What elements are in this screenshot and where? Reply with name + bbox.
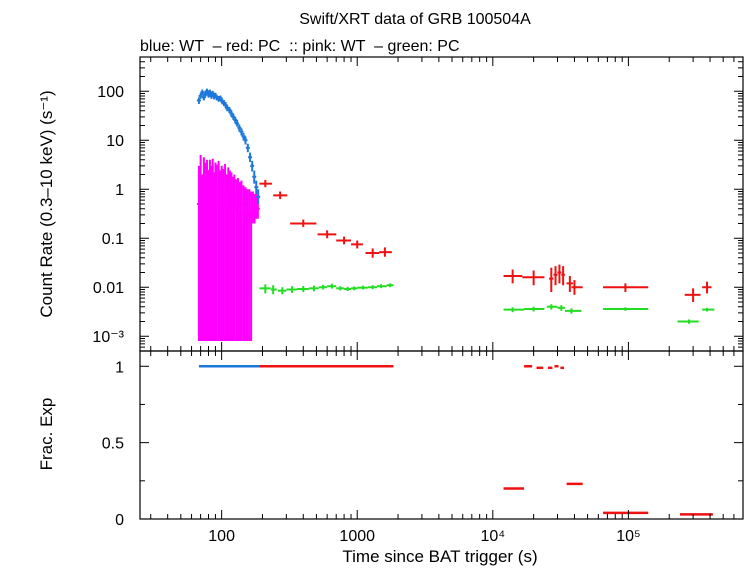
y-tick-label: 0.01: [93, 280, 124, 297]
bottom-panel-data: [198, 365, 713, 516]
top-panel: 100 10 1 0.1 0.01 10⁻³ Count Rate (0.3–10 keV…: [37, 56, 744, 352]
y-tick-label: 10: [106, 133, 124, 150]
bottom-panel-ylabel: Frac. Exp: [37, 398, 56, 471]
y-tick-label: 10⁻³: [92, 329, 124, 346]
top-panel-ticks: 100 10 1 0.1 0.01 10⁻³: [92, 56, 743, 352]
bottom-panel-ticks: 10.50: [102, 359, 743, 529]
chart-subtitle: blue: WT – red: PC :: pink: WT – green: …: [140, 38, 460, 55]
y-tick-label: 0.5: [102, 436, 124, 453]
data-series: [196, 88, 261, 204]
data-series: [259, 179, 712, 302]
x-tick-label: 10⁴: [480, 528, 505, 545]
y-tick-label: 100: [97, 84, 124, 101]
top-panel-data: [196, 88, 715, 341]
x-tick-label: 100: [208, 528, 235, 545]
x-axis-label: Time since BAT trigger (s): [342, 547, 537, 566]
data-series: [259, 283, 715, 324]
x-axis-ticks: 100 1000 10⁴ 10⁵: [150, 57, 744, 545]
y-tick-label: 1: [115, 182, 124, 199]
bottom-panel-frame: [139, 350, 744, 520]
y-tick-label: 1: [115, 359, 124, 376]
y-tick-label: 0.1: [102, 231, 124, 248]
y-tick-label: 0: [115, 512, 124, 529]
bottom-panel: 10.50 Frac. Exp: [37, 350, 744, 529]
top-panel-ylabel: Count Rate (0.3–10 keV) (s⁻¹): [37, 90, 56, 317]
x-tick-label: 1000: [339, 528, 375, 545]
data-series: [196, 155, 260, 341]
chart-title: Swift/XRT data of GRB 100504A: [299, 11, 531, 28]
x-tick-label: 10⁵: [616, 528, 640, 545]
